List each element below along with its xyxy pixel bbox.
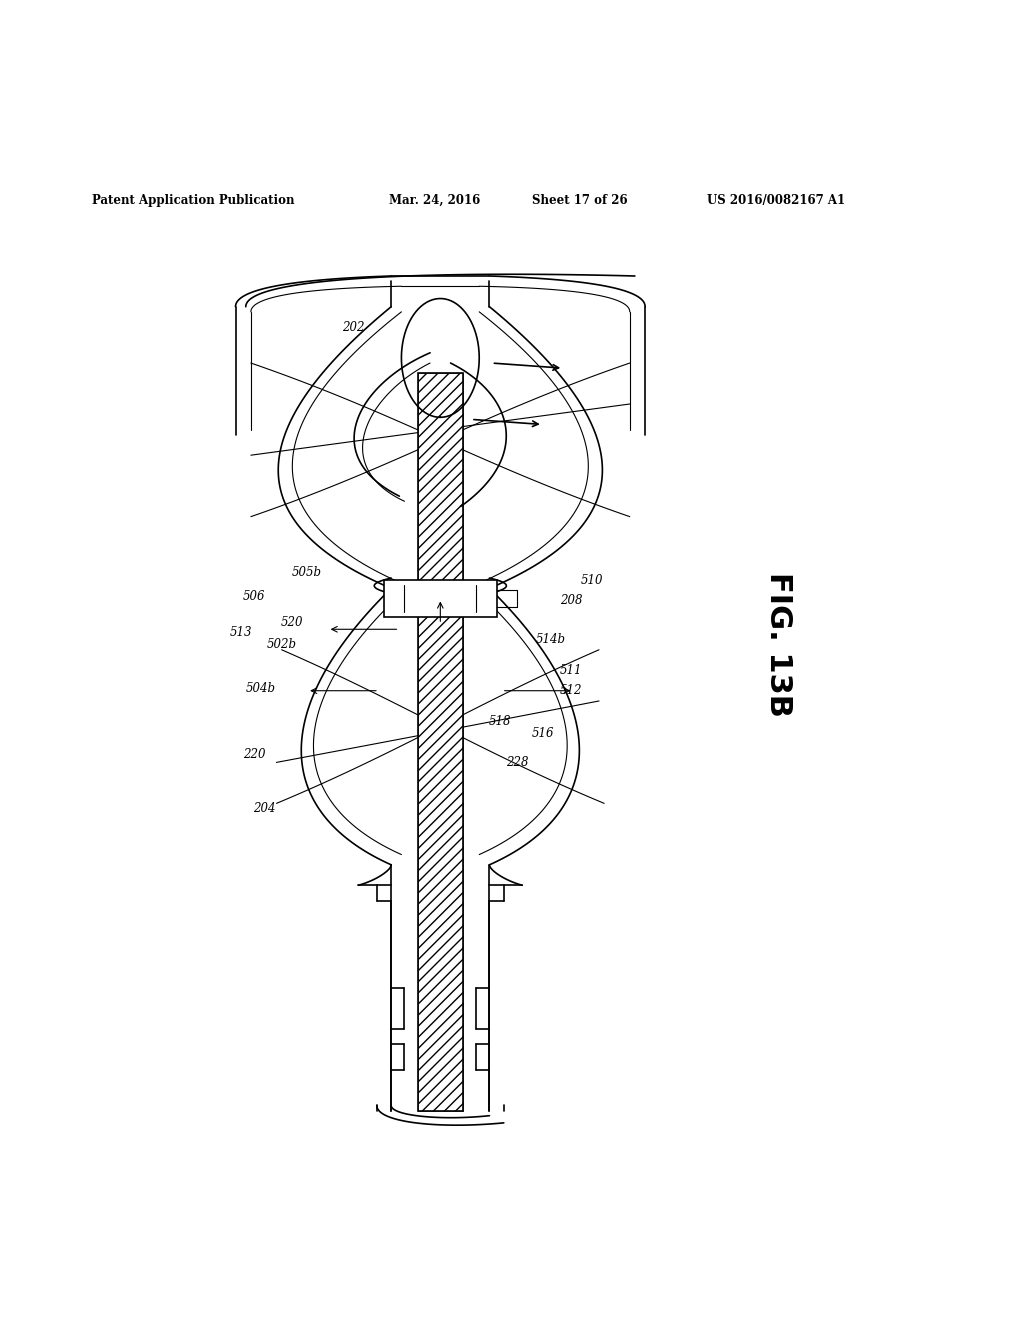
Text: 516: 516	[531, 727, 554, 741]
Text: 510: 510	[581, 574, 603, 586]
Bar	[418, 374, 463, 1110]
Text: 520: 520	[281, 615, 303, 628]
Text: 518: 518	[488, 715, 511, 727]
Text: FIG. 13B: FIG. 13B	[764, 572, 793, 717]
Text: 504b: 504b	[246, 682, 276, 696]
Text: Patent Application Publication: Patent Application Publication	[92, 194, 295, 207]
Text: 220: 220	[243, 747, 265, 760]
Text: 228: 228	[506, 756, 528, 768]
Text: 204: 204	[253, 803, 275, 814]
Bar	[384, 579, 497, 616]
Text: US 2016/0082167 A1: US 2016/0082167 A1	[707, 194, 845, 207]
Text: Mar. 24, 2016: Mar. 24, 2016	[389, 194, 480, 207]
Text: 511: 511	[560, 664, 583, 677]
Text: 208: 208	[560, 594, 583, 607]
Text: 202: 202	[342, 321, 365, 334]
Bar	[418, 374, 463, 1110]
Text: Sheet 17 of 26: Sheet 17 of 26	[532, 194, 628, 207]
Text: 502b: 502b	[266, 638, 297, 651]
Text: 514b: 514b	[536, 634, 566, 645]
Text: 512: 512	[560, 684, 583, 697]
Text: 505b: 505b	[292, 566, 323, 579]
Text: 513: 513	[229, 626, 252, 639]
Text: 506: 506	[243, 590, 265, 603]
